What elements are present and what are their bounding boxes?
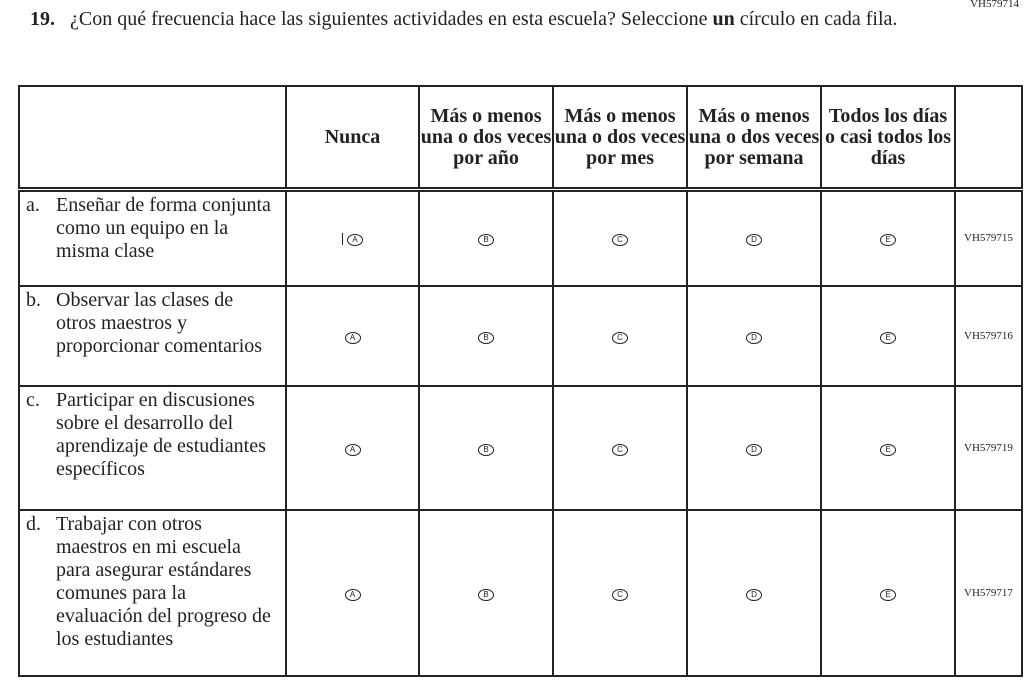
row-text: Observar las clases de otros maestros y …: [56, 288, 263, 357]
radio-option-e[interactable]: E: [880, 588, 896, 601]
row-code: VH579716: [954, 284, 1023, 387]
radio-option-c[interactable]: C: [612, 234, 628, 247]
row-code: VH579719: [954, 384, 1023, 511]
text-cursor: [342, 232, 343, 245]
radio-option-d[interactable]: D: [746, 331, 762, 344]
radio-option-a[interactable]: A: [344, 443, 361, 456]
row-text: Trabajar con otros maestros en mi escuel…: [56, 512, 271, 650]
table-row: c. Participar en discusiones sobre el des…: [18, 384, 1023, 511]
row-code: VH579715: [954, 188, 1023, 287]
radio-option-a[interactable]: A: [347, 234, 363, 247]
header-code: [954, 85, 1023, 192]
radio-option-e[interactable]: E: [880, 331, 896, 344]
radio-option-e[interactable]: E: [880, 234, 896, 247]
header-per-week: Más o menos una o dos veces por semana: [686, 85, 822, 192]
table-row: d. Trabajar con otros maestros en mi escu…: [18, 508, 1023, 677]
row-text: Enseñar de forma conjunta como un equipo…: [56, 194, 271, 262]
row-letter: d.: [26, 512, 41, 535]
table-row: b. Observar las clases de otros maestros …: [18, 284, 1023, 387]
radio-option-b[interactable]: B: [478, 443, 494, 456]
radio-option-c[interactable]: C: [612, 331, 628, 344]
row-letter: a.: [26, 194, 40, 216]
row-text: Participar en discusiones sobre el desar…: [56, 388, 266, 480]
radio-option-e[interactable]: E: [880, 443, 896, 456]
frequency-grid: Nunca Más o menos una o dos veces por añ…: [18, 85, 1023, 677]
radio-option-c[interactable]: C: [612, 443, 628, 456]
header-per-month: Más o menos una o dos veces por mes: [552, 85, 688, 192]
page-code: VH579714: [970, 0, 1019, 10]
row-code: VH579717: [954, 508, 1023, 677]
row-letter: b.: [26, 288, 41, 311]
radio-option-a[interactable]: A: [344, 588, 361, 601]
question-text-end: círculo en cada fila.: [734, 8, 898, 30]
radio-option-d[interactable]: D: [746, 234, 762, 247]
radio-option-a[interactable]: A: [344, 331, 361, 344]
table-row: a. Enseñar de forma conjunta como un equi…: [18, 188, 1023, 287]
question-prompt: 19. ¿Con qué frecuencia hace las siguien…: [30, 8, 910, 30]
radio-option-b[interactable]: B: [478, 234, 494, 247]
radio-option-d[interactable]: D: [746, 588, 762, 601]
header-nunca: Nunca: [285, 85, 420, 192]
header-per-year: Más o menos una o dos veces por año: [418, 85, 554, 192]
question-bold-word: un: [712, 8, 735, 30]
radio-option-b[interactable]: B: [478, 331, 494, 344]
header-empty: [18, 85, 287, 192]
row-letter: c.: [26, 388, 40, 411]
radio-option-b[interactable]: B: [478, 588, 494, 601]
question-number: 19.: [30, 8, 55, 30]
question-text: ¿Con qué frecuencia hace las siguientes …: [70, 8, 713, 30]
radio-option-c[interactable]: C: [612, 588, 628, 601]
radio-option-d[interactable]: D: [746, 443, 762, 456]
header-daily: Todos los días o casi todos los días: [820, 85, 956, 192]
